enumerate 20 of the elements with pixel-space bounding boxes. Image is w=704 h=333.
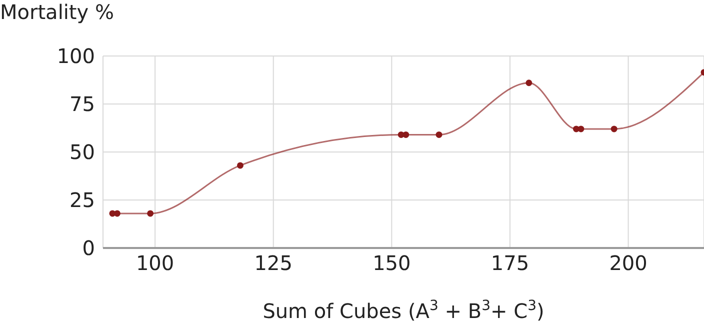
y-tick-label: 100 (56, 44, 95, 68)
y-tick-label: 75 (70, 92, 95, 116)
x-tick-label: 150 (372, 251, 411, 276)
x-tick-label: 200 (609, 251, 648, 276)
x-tick-label: 175 (490, 251, 530, 276)
point (610, 126, 618, 132)
point (236, 162, 244, 169)
point (147, 210, 154, 217)
y-tick-label: 50 (70, 140, 95, 164)
y-tick-label: 25 (70, 188, 95, 212)
x-axis-title: Sum of Cubes (A$^{3}$ + B$^{3}$+ C$^{3}$) (262, 298, 544, 323)
point (578, 126, 584, 132)
y-axis-title: Mortality % (0, 0, 114, 24)
y-tick-label: 0 (82, 236, 95, 260)
x-tick-label: 100 (136, 251, 174, 276)
x-tick-label: 125 (254, 251, 292, 276)
point (114, 210, 120, 217)
point (436, 131, 442, 138)
point (526, 80, 532, 86)
point (402, 131, 410, 138)
